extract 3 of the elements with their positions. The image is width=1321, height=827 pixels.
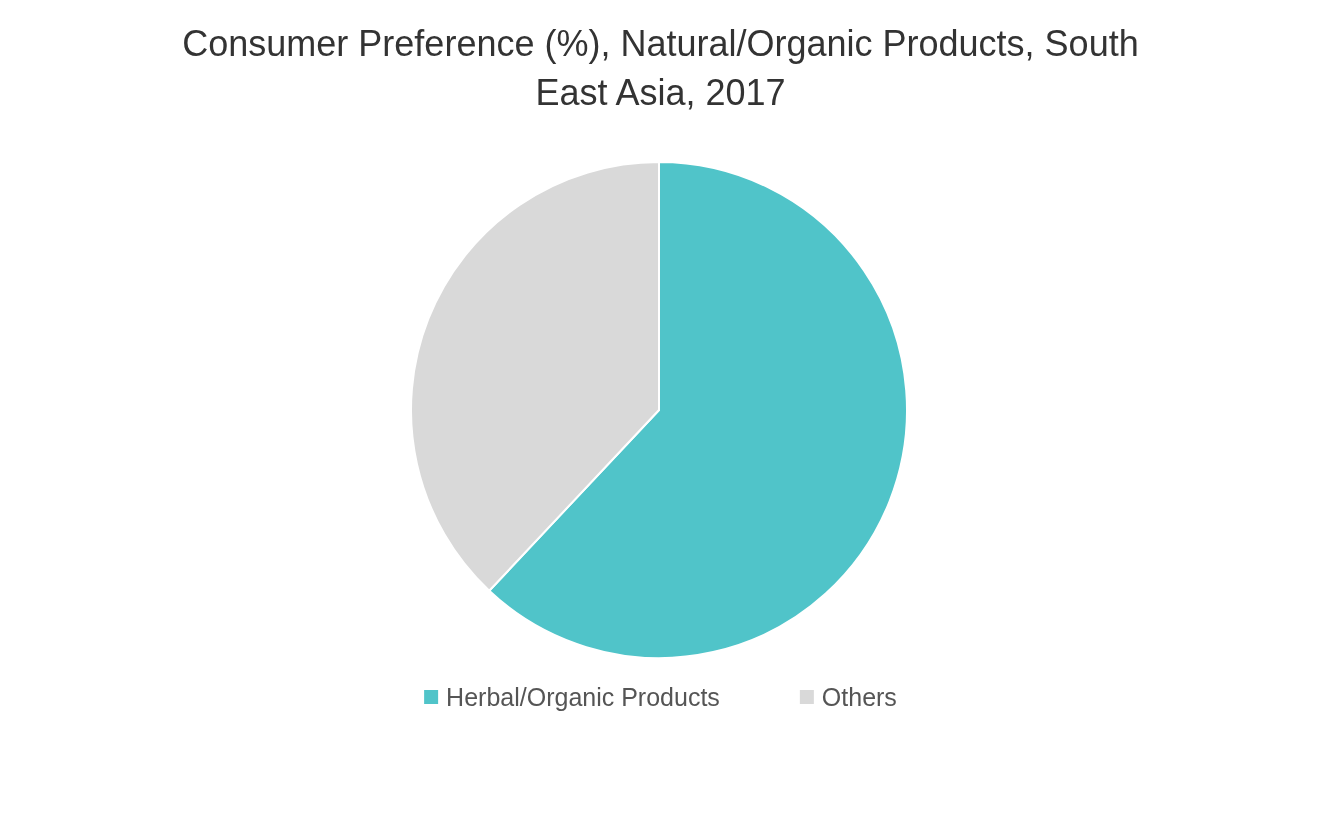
chart-title: Consumer Preference (%), Natural/Organic Products, South East Asia, 2017 xyxy=(182,23,1139,113)
legend-label: Herbal/Organic Products xyxy=(446,682,720,711)
legend-label: Others xyxy=(821,682,897,711)
